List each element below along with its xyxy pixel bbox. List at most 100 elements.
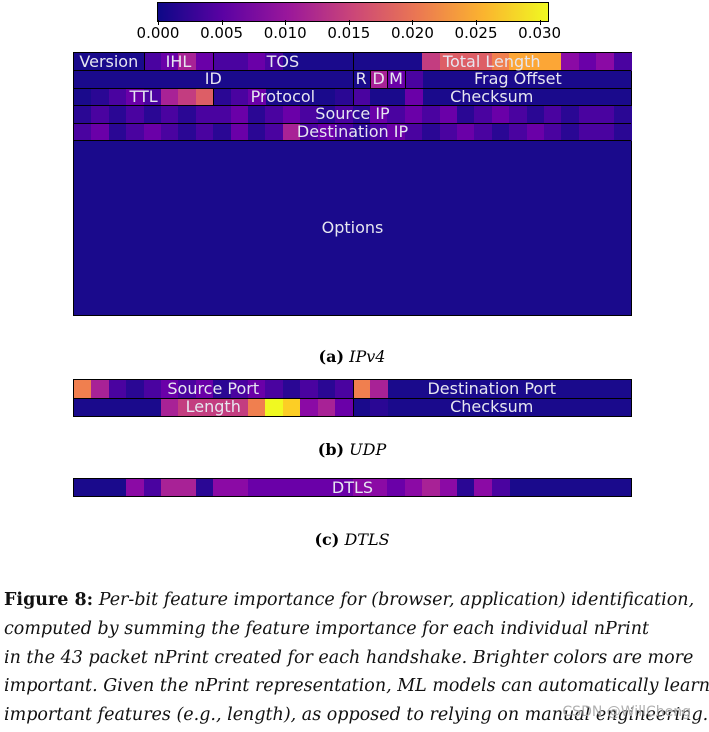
heat-cell: [126, 88, 145, 106]
heat-cell: [613, 53, 632, 71]
heat-cell: [143, 53, 162, 71]
field-separator: [404, 70, 406, 88]
heat-cell: [178, 53, 197, 71]
heat-cell: [335, 398, 353, 416]
colorbar-tick-label: 0.025: [454, 24, 498, 42]
heat-cell: [613, 123, 632, 141]
heat-cell: [161, 398, 179, 416]
heat-cell: [352, 380, 371, 398]
heat-cell: [265, 123, 284, 141]
heat-cell: [213, 479, 232, 496]
colorbar-tick-label: 0.010: [263, 24, 307, 42]
field-separator: [213, 53, 215, 71]
heat-cell: [213, 88, 232, 106]
heat-cell: [526, 53, 545, 71]
heat-cell: [108, 123, 127, 141]
heat-cell: [369, 380, 388, 398]
heat-cell: [91, 380, 110, 398]
colorbar-tick-label: 0.030: [518, 24, 562, 42]
heat-cell: [195, 479, 214, 496]
heat-cell: [474, 123, 493, 141]
heat-cell: [456, 123, 475, 141]
colorbar-tick: [348, 20, 350, 25]
heat-cell: [248, 479, 266, 496]
heat-cell: [126, 479, 145, 496]
heat-cell: [422, 479, 441, 496]
heat-cell: [439, 479, 458, 496]
field-label-destination-ip: Destination IP: [296, 121, 409, 141]
udp-heatmap: Source Port Destination Port Length Checksu…: [73, 379, 632, 417]
heat-cell: [213, 380, 232, 398]
heat-cell: [178, 123, 197, 141]
heat-cell: [335, 88, 353, 106]
caption-line-1: Per-bit feature importance for (browser,…: [98, 590, 695, 610]
heat-cell: [195, 123, 214, 141]
heat-cell: [352, 105, 371, 123]
field-separator: [213, 88, 215, 106]
dtls-heatmap: DTLS: [73, 478, 632, 497]
heat-cell: [613, 105, 632, 123]
heat-cell: [282, 123, 301, 141]
field-label-dtls: DTLS: [331, 477, 374, 497]
heat-cell: [108, 88, 127, 106]
heat-cell: [317, 105, 336, 123]
heat-cell: [248, 88, 266, 106]
heat-cell: [491, 105, 510, 123]
heat-cell: [195, 88, 214, 106]
heat-cell: [404, 88, 423, 106]
heat-cell: [352, 123, 371, 141]
field-separator: [369, 70, 371, 88]
field-label-m: M: [389, 69, 403, 89]
field-label-length: Length: [185, 397, 241, 416]
heat-cell: [491, 123, 510, 141]
heat-cell: [126, 105, 145, 123]
heat-cell: [422, 123, 441, 141]
caption-line-4: important. Given the nPrint representati…: [4, 676, 709, 697]
field-label-source-ip: Source IP: [315, 104, 390, 124]
heat-cell: [195, 380, 214, 398]
heat-cell: [178, 88, 197, 106]
heat-cell: [143, 88, 162, 106]
field-label-total-length: Total Length: [442, 51, 541, 71]
heat-cell: [596, 105, 615, 123]
field-label-options: Options: [321, 217, 384, 237]
heat-cell: [561, 123, 580, 141]
heat-cell: [352, 88, 371, 106]
heat-cell: [178, 105, 197, 123]
heat-cell: [282, 479, 301, 496]
heat-cell: [248, 53, 266, 71]
heat-cell: [561, 105, 580, 123]
heat-cell: [213, 123, 232, 141]
colorbar-tick: [539, 20, 541, 25]
heat-cell: [335, 123, 353, 141]
heat-cell: [265, 105, 284, 123]
heat-cell: [248, 380, 266, 398]
heat-cell: [491, 53, 510, 71]
heat-cell: [439, 53, 458, 71]
colorbar-tick: [285, 20, 287, 25]
heat-cell: [282, 380, 301, 398]
field-separator: [387, 70, 389, 88]
field-label-checksum: Checksum: [450, 86, 534, 106]
field-separator: [74, 122, 631, 124]
heat-cell: [74, 123, 92, 141]
heat-cell: [474, 53, 493, 71]
heat-cell: [213, 398, 232, 416]
heat-cell: [317, 398, 336, 416]
field-label-r: R: [355, 69, 367, 89]
heat-cell: [126, 380, 145, 398]
heat-cell: [126, 123, 145, 141]
field-separator: [352, 70, 354, 88]
heat-cell: [248, 398, 266, 416]
heat-cell: [300, 380, 319, 398]
heat-cell: [543, 53, 562, 71]
heat-cell: [213, 53, 232, 71]
heat-cell: [422, 105, 441, 123]
heat-cell: [265, 380, 284, 398]
heat-cell: [474, 105, 493, 123]
heat-cell: [91, 123, 110, 141]
heat-cell: [230, 105, 249, 123]
heat-cell: [509, 123, 528, 141]
heat-cell: [526, 123, 545, 141]
heat-cell: [143, 105, 162, 123]
